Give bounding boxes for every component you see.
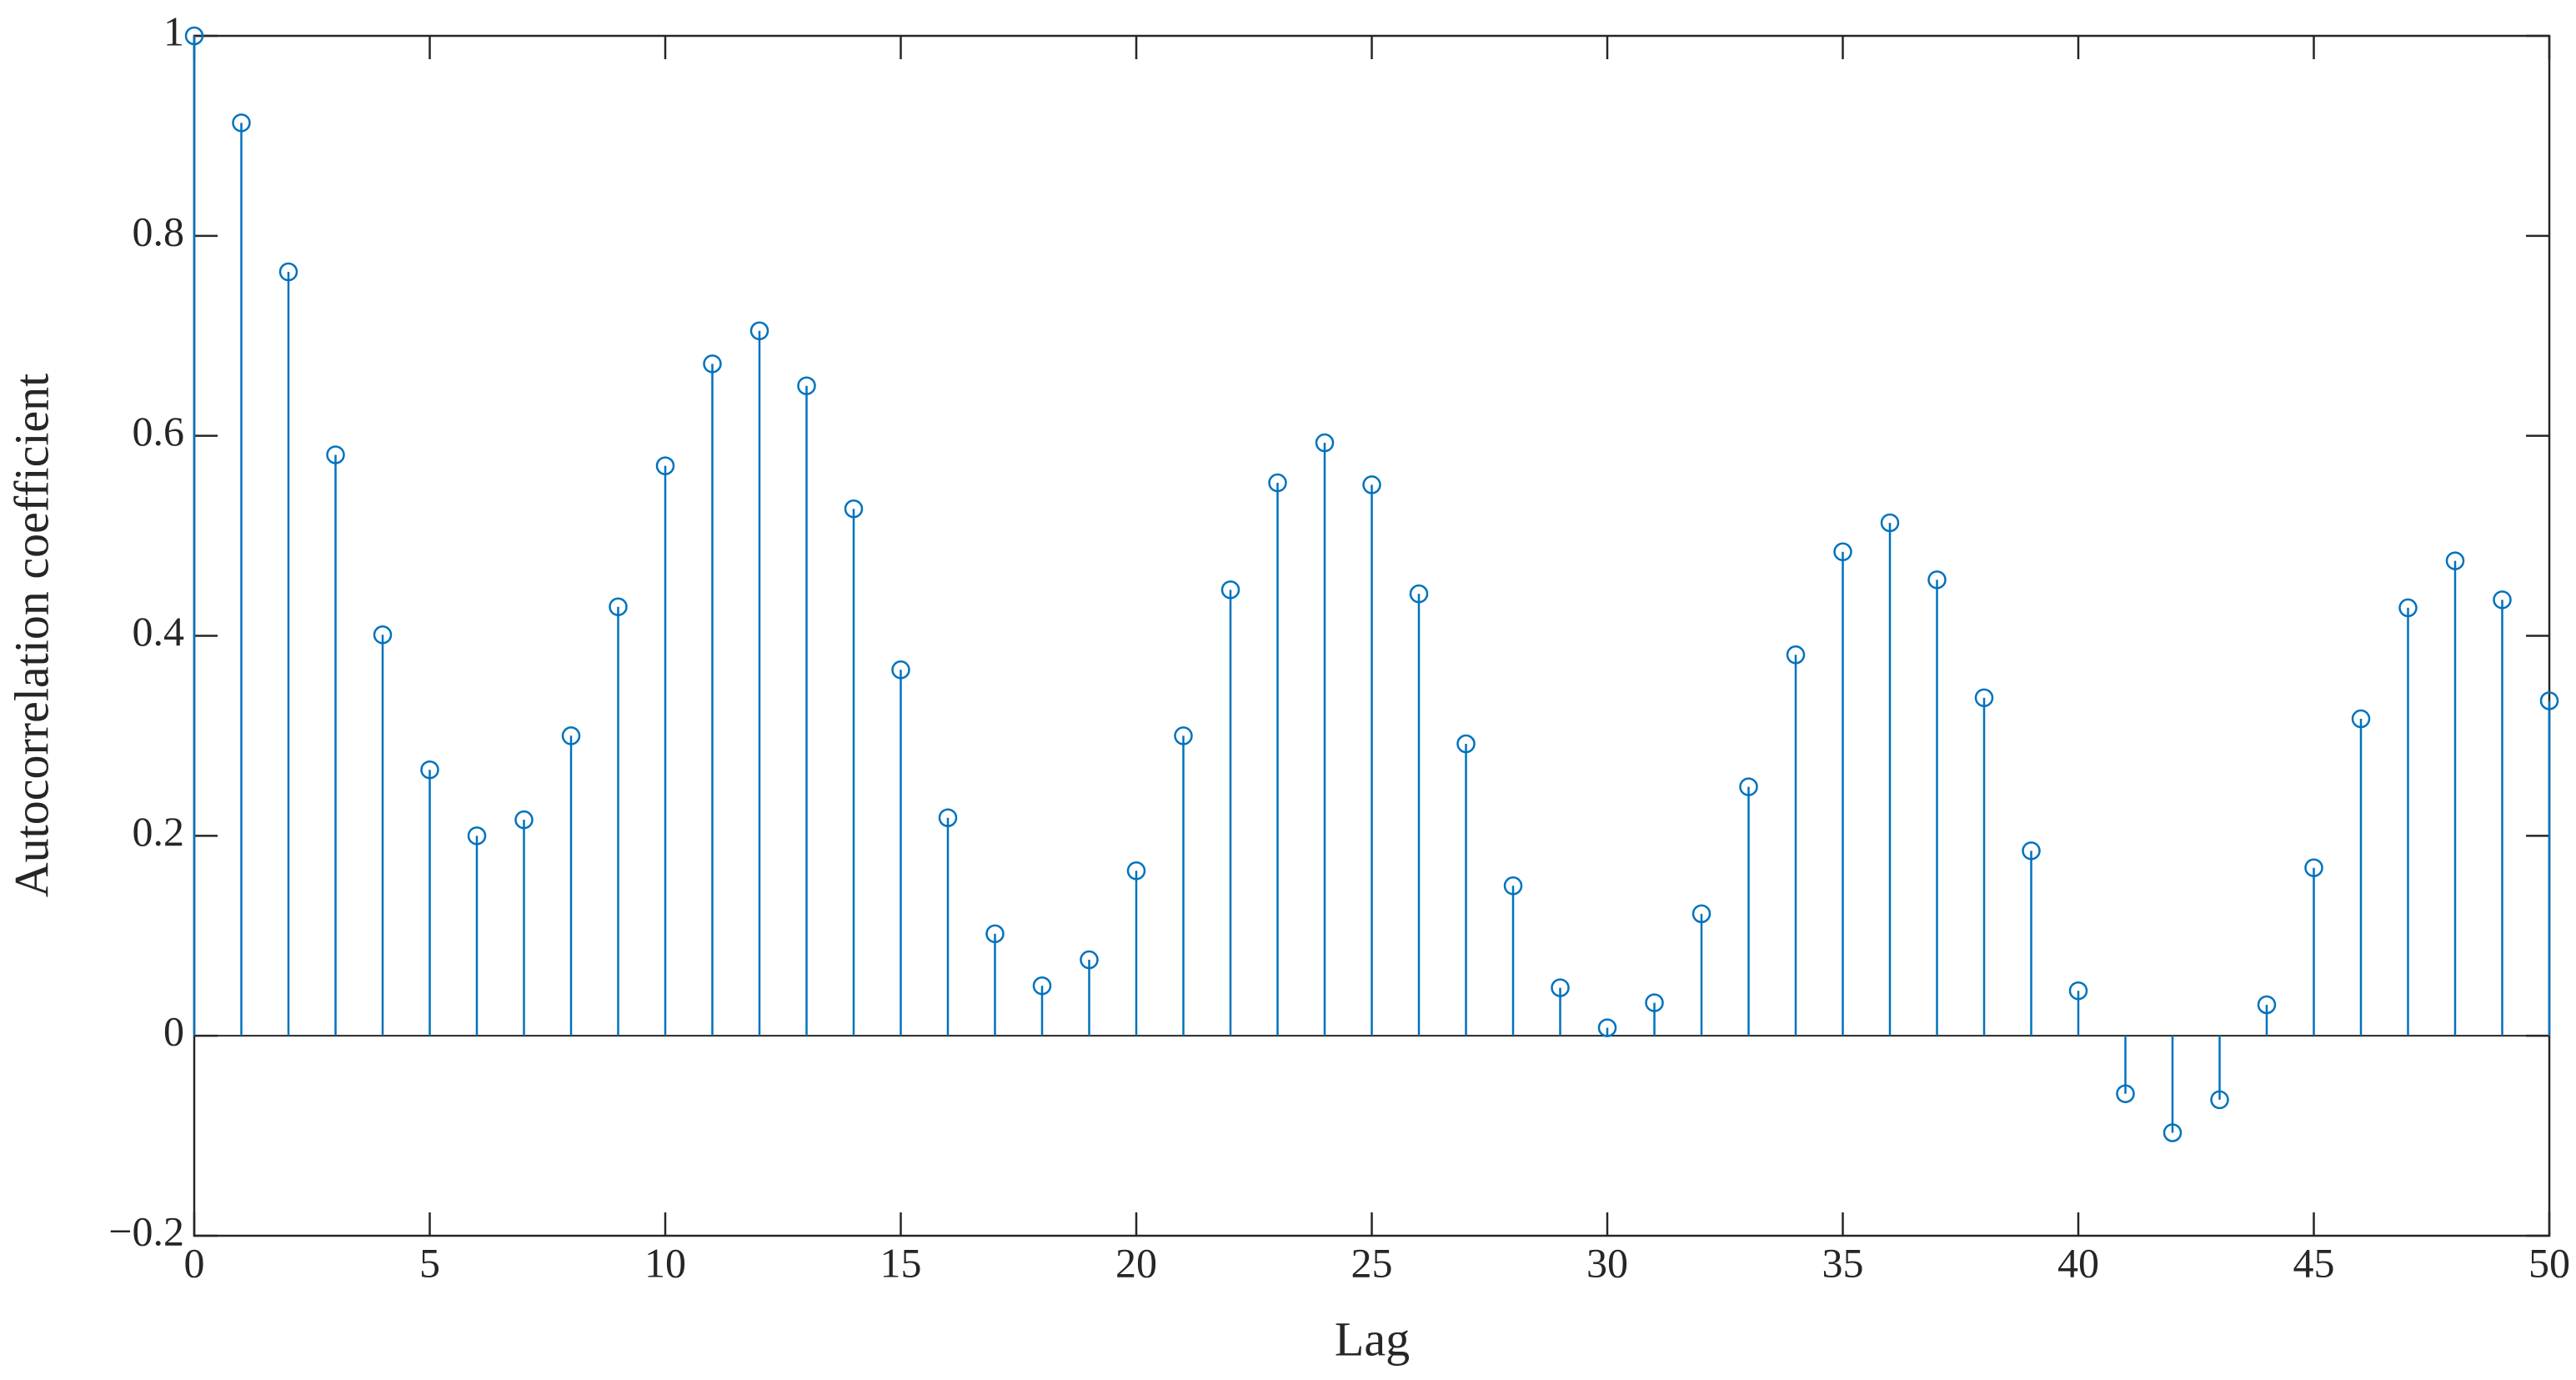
stem-marker (1220, 580, 1240, 600)
stem-marker (1456, 734, 1476, 754)
x-tick-label: 5 (419, 1239, 440, 1286)
y-tick-label: −0.2 (108, 1207, 184, 1254)
stem-marker (1691, 904, 1711, 924)
x-tick-label: 25 (1351, 1239, 1393, 1286)
y-tick-label: 1 (163, 8, 184, 54)
stem-marker (1551, 978, 1570, 997)
x-tick-label: 35 (1822, 1239, 1864, 1286)
stem-marker (2445, 551, 2465, 570)
stem-marker (1739, 777, 1758, 796)
stem-marker (703, 354, 722, 374)
x-tick-label: 50 (2528, 1239, 2570, 1286)
stem-marker (1315, 433, 1335, 453)
stem-marker (2210, 1090, 2229, 1110)
y-tick-label: 0.4 (133, 608, 185, 655)
stem-marker (1268, 473, 1287, 493)
stem-marker (1880, 513, 1900, 533)
stem-marker (2068, 981, 2088, 1001)
stem-marker (2163, 1123, 2183, 1142)
stem-marker (1080, 950, 1099, 970)
y-tick-label: 0.6 (133, 408, 185, 454)
stem-marker (1833, 542, 1852, 562)
stem-marker (1126, 861, 1146, 881)
stem-marker (797, 376, 816, 395)
x-axis-label: Lag (1335, 1312, 1410, 1366)
stem-marker (1362, 475, 1381, 494)
y-tick-label: 0.8 (133, 208, 185, 254)
stem-marker (844, 499, 864, 519)
stem-marker (2398, 598, 2418, 618)
stem-marker (749, 321, 769, 341)
stem-marker (609, 597, 628, 616)
stem-marker (2257, 995, 2277, 1015)
stem-marker (326, 445, 345, 464)
y-axis-label: Autocorrelation coefficient (4, 374, 58, 898)
x-tick-label: 45 (2293, 1239, 2335, 1286)
stem-marker (891, 660, 910, 680)
stem-marker (1174, 726, 1193, 745)
x-tick-label: 30 (1586, 1239, 1628, 1286)
stem-marker (467, 826, 487, 846)
stem-marker (2539, 691, 2559, 710)
stem-marker (2022, 841, 2041, 861)
stem-marker (420, 760, 439, 780)
stem-marker (232, 113, 251, 133)
stem-marker (938, 808, 958, 827)
y-tick-label: 0 (163, 1008, 184, 1055)
stem-marker (1597, 1018, 1617, 1037)
stem-marker (373, 625, 393, 645)
stem-marker (2351, 709, 2371, 729)
stem-marker (1409, 584, 1429, 604)
stem-marker (1503, 876, 1523, 896)
stem-marker (184, 26, 204, 46)
stem-marker (655, 456, 675, 475)
stem-marker (1786, 645, 1806, 665)
stem-marker (1927, 570, 1947, 590)
x-tick-label: 0 (184, 1239, 205, 1286)
stem-marker (1032, 976, 1052, 996)
y-tick-label: 0.2 (133, 808, 185, 855)
x-tick-label: 15 (880, 1239, 922, 1286)
stem-marker (2304, 858, 2323, 877)
x-tick-label: 20 (1115, 1239, 1157, 1286)
x-tick-label: 10 (644, 1239, 686, 1286)
stem-marker (985, 924, 1005, 944)
stem-marker (278, 262, 298, 282)
stem-marker (2493, 590, 2512, 610)
stem-marker (1645, 993, 1664, 1012)
stem-marker (561, 726, 581, 745)
stem-marker (1974, 688, 1994, 708)
x-tick-label: 40 (2057, 1239, 2099, 1286)
stem-marker (2116, 1084, 2135, 1103)
stem-marker (514, 810, 534, 830)
